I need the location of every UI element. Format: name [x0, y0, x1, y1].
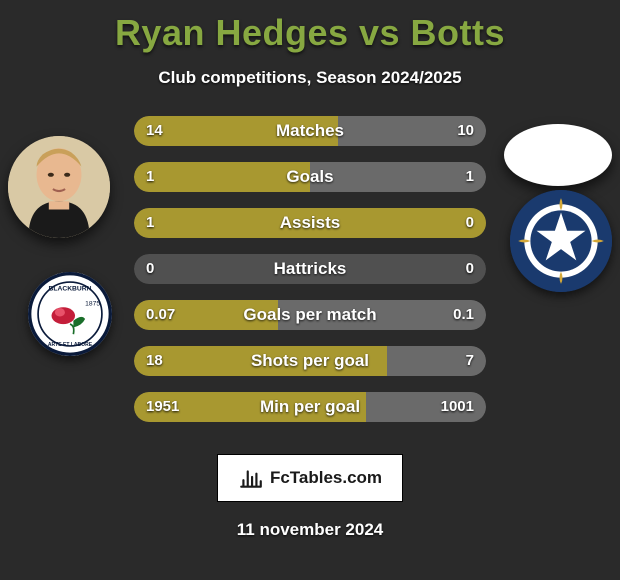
stat-label: Shots per goal: [134, 346, 486, 376]
stat-row: 19511001Min per goal: [134, 392, 486, 422]
stat-label: Min per goal: [134, 392, 486, 422]
stat-label: Goals per match: [134, 300, 486, 330]
stat-label: Goals: [134, 162, 486, 192]
date-label: 11 november 2024: [0, 520, 620, 540]
chart-icon: [238, 465, 264, 491]
stat-row: 11Goals: [134, 162, 486, 192]
club-badge-left: BLACKBURN ARTE ET LABORE 1875: [28, 272, 112, 356]
branding-text: FcTables.com: [270, 468, 382, 488]
stat-label: Hattricks: [134, 254, 486, 284]
stat-label: Matches: [134, 116, 486, 146]
player-photo-right: [504, 124, 612, 186]
stat-row: 0.070.1Goals per match: [134, 300, 486, 330]
stat-row: 00Hattricks: [134, 254, 486, 284]
club-badge-right: [510, 190, 612, 292]
svg-text:BLACKBURN: BLACKBURN: [49, 285, 92, 292]
stat-bars: 1410Matches 11Goals 10Assists 00Hattricks 0.…: [134, 116, 486, 438]
stat-row: 1410Matches: [134, 116, 486, 146]
svg-text:ARTE ET LABORE: ARTE ET LABORE: [48, 342, 93, 348]
comparison-panel: BLACKBURN ARTE ET LABORE 1875 1410Matche…: [0, 116, 620, 436]
stat-row: 187Shots per goal: [134, 346, 486, 376]
branding-box: FcTables.com: [217, 454, 403, 502]
subtitle: Club competitions, Season 2024/2025: [0, 68, 620, 88]
player-photo-left: [8, 136, 110, 238]
stat-label: Assists: [134, 208, 486, 238]
svg-text:1875: 1875: [85, 301, 100, 308]
page-title: Ryan Hedges vs Botts: [0, 0, 620, 54]
stat-row: 10Assists: [134, 208, 486, 238]
